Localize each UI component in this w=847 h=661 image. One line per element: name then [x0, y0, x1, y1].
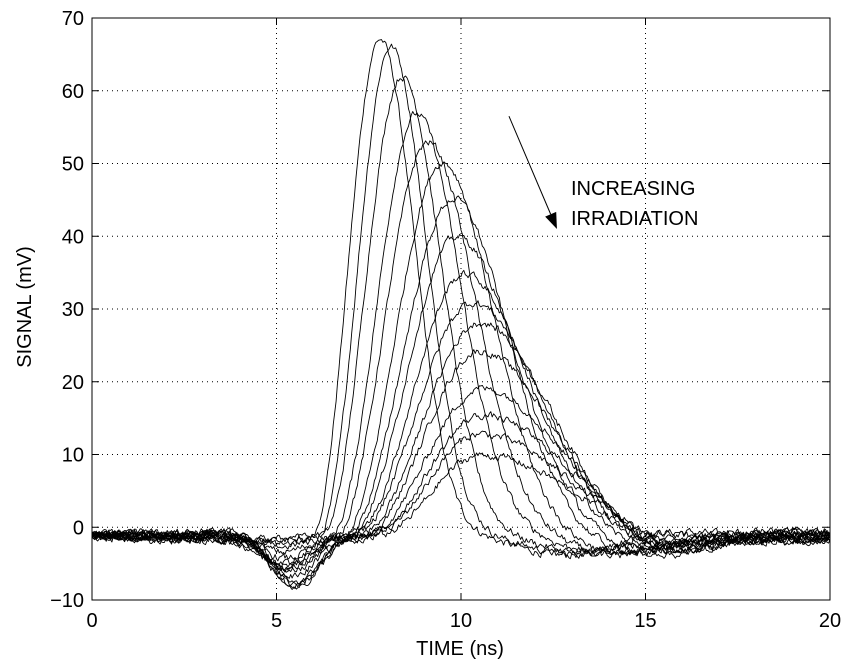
x-axis-label: TIME (ns) [416, 638, 504, 660]
y-tick-label: −10 [50, 590, 84, 612]
x-tick-label: 10 [450, 610, 472, 632]
grid-lines [92, 18, 830, 600]
y-tick-label: 10 [62, 445, 84, 467]
y-tick-label: 40 [62, 226, 84, 248]
y-tick-label: 0 [73, 517, 84, 539]
series-line [91, 452, 831, 590]
y-tick-label: 20 [62, 372, 84, 394]
series-group [91, 39, 831, 590]
arrow-head [545, 211, 557, 229]
x-tick-label: 20 [819, 610, 841, 632]
irradiation-arrow [508, 116, 552, 215]
series-line [91, 195, 831, 566]
series-line [91, 161, 831, 562]
series-line [91, 384, 831, 586]
y-tick-label: 50 [62, 154, 84, 176]
y-axis-label: SIGNAL (mV) [14, 246, 36, 368]
x-tick-label: 15 [634, 610, 656, 632]
series-line [91, 39, 831, 560]
y-tick-labels: −10 0 10 20 30 40 50 60 70 [50, 8, 84, 612]
x-tick-label: 5 [271, 610, 282, 632]
x-tick-label: 0 [86, 610, 97, 632]
y-tick-label: 30 [62, 299, 84, 321]
series-line [91, 43, 831, 559]
annotation-line2: IRRADIATION [571, 208, 698, 230]
x-tick-labels: 0 5 10 15 20 [86, 610, 841, 632]
series-line [91, 300, 831, 573]
annotation-line1: INCREASING [571, 178, 695, 200]
y-tick-label: 60 [62, 81, 84, 103]
tick-group [91, 17, 831, 601]
annotation: INCREASING IRRADIATION [508, 116, 698, 230]
series-line [91, 349, 831, 579]
y-tick-label: 70 [62, 8, 84, 30]
